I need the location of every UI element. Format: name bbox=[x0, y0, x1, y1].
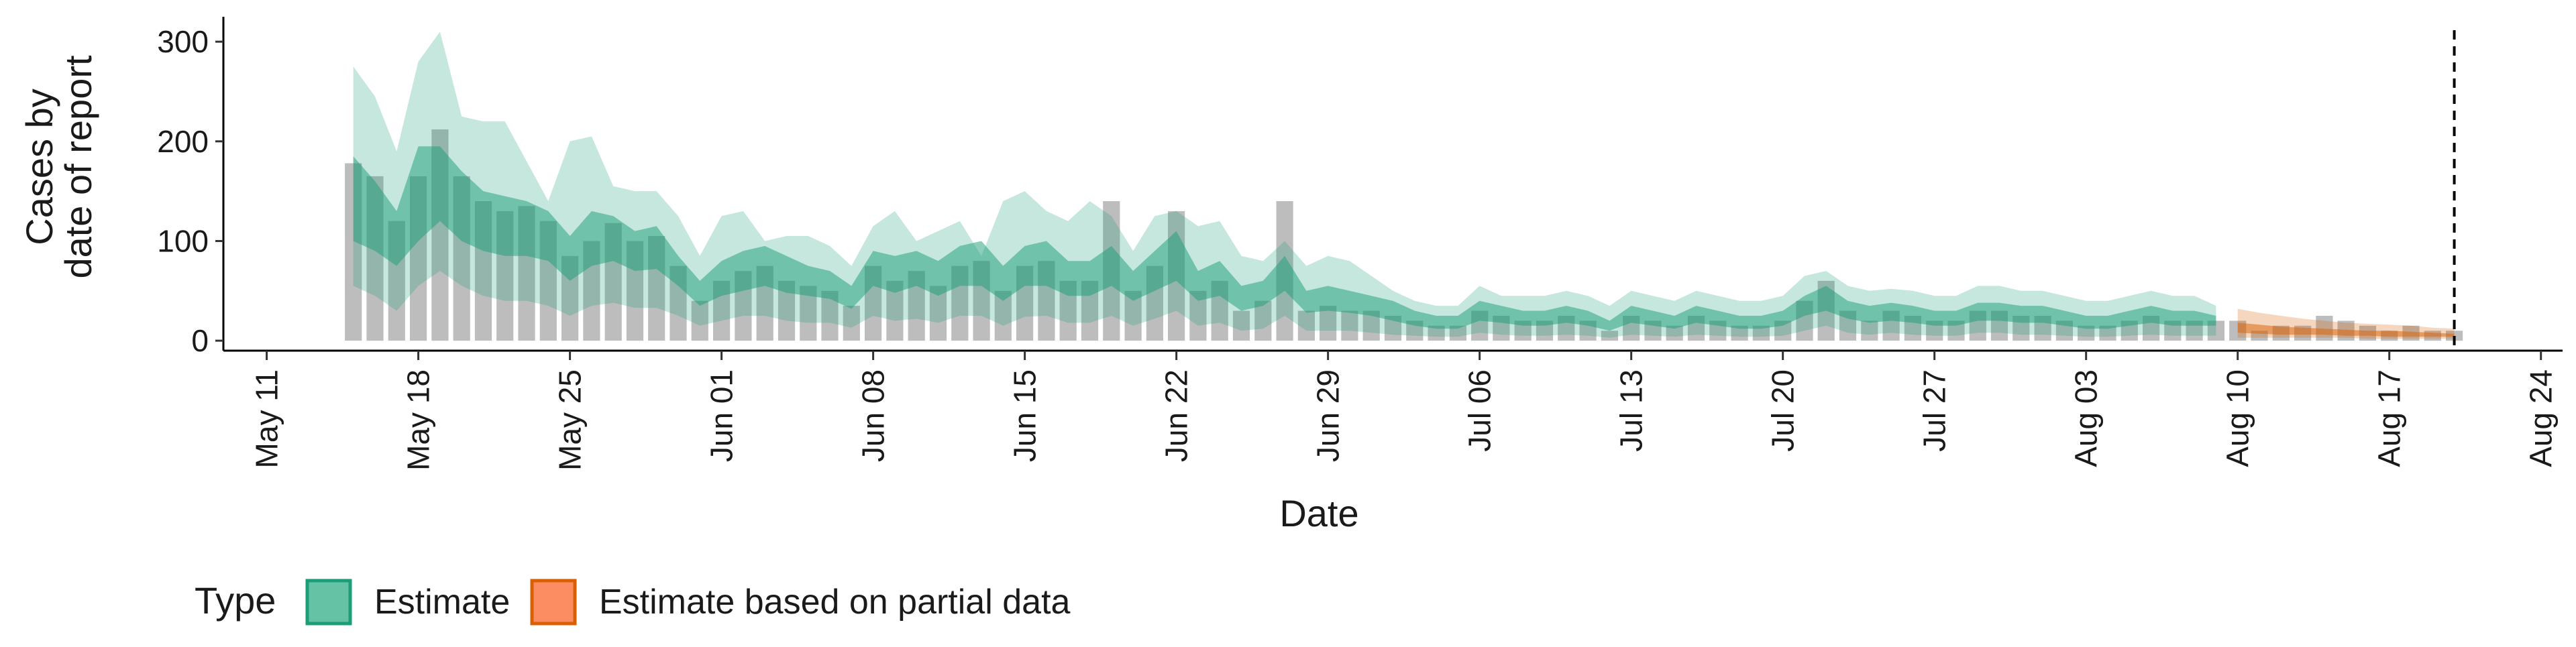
observed-bar bbox=[1320, 306, 1337, 341]
partial-ribbon-50 bbox=[2237, 322, 2455, 337]
observed-bar bbox=[1731, 325, 1748, 341]
observed-bar bbox=[1254, 300, 1272, 341]
x-tick-label: May 25 bbox=[553, 369, 588, 471]
estimate-ribbon-90 bbox=[353, 32, 2216, 338]
observed-bar bbox=[1341, 310, 1358, 341]
x-tick-label: May 11 bbox=[250, 369, 284, 468]
x-tick-label: Jul 06 bbox=[1462, 369, 1497, 452]
x-tick-label: Jun 08 bbox=[856, 369, 891, 462]
x-tick-label: Jul 27 bbox=[1917, 369, 1952, 452]
observed-bar bbox=[1752, 325, 1770, 341]
observed-bar bbox=[2316, 316, 2333, 341]
x-tick-label: Aug 10 bbox=[2220, 369, 2255, 467]
observed-bar bbox=[1297, 310, 1315, 341]
y-tick-label: 100 bbox=[157, 223, 209, 258]
y-tick-label: 0 bbox=[191, 323, 209, 358]
y-axis-title-line: Cases by bbox=[18, 89, 60, 245]
observed-bar bbox=[1449, 325, 1466, 341]
x-axis-title: Date bbox=[1279, 492, 1358, 534]
x-tick-label: Aug 03 bbox=[2069, 369, 2104, 467]
legend-label: Estimate based on partial data bbox=[599, 583, 1071, 622]
legend-key bbox=[305, 579, 352, 626]
x-tick-label: Jun 29 bbox=[1311, 369, 1346, 462]
legend-label: Estimate bbox=[374, 583, 510, 622]
x-tick-label: Jun 15 bbox=[1008, 369, 1042, 462]
legend-key bbox=[530, 579, 577, 626]
estimate-ribbon-50 bbox=[353, 146, 2216, 331]
legend: Type Estimate Estimate based on partial da… bbox=[195, 579, 1071, 626]
x-tick-label: May 18 bbox=[401, 369, 436, 471]
observed-bar bbox=[1861, 320, 1878, 341]
x-tick-label: Jun 01 bbox=[704, 369, 739, 462]
axes: 0 100 200 300 May 11 May 18 May 25 Jun 01 Jun 08… bbox=[157, 17, 2563, 471]
legend-title: Type bbox=[195, 579, 276, 622]
observed-bar bbox=[843, 306, 860, 341]
x-tick-label: Aug 24 bbox=[2524, 369, 2559, 467]
observed-bar bbox=[1428, 325, 1445, 341]
x-tick-label: Aug 17 bbox=[2372, 369, 2407, 467]
observed-bar bbox=[1666, 325, 1683, 341]
x-tick-label: Jul 20 bbox=[1766, 369, 1801, 452]
x-tick-label: Jul 13 bbox=[1614, 369, 1649, 452]
y-tick-label: 200 bbox=[157, 124, 209, 159]
observed-bar bbox=[2078, 325, 2095, 341]
observed-bar bbox=[2099, 325, 2116, 341]
estimate-ribbons bbox=[353, 32, 2455, 339]
x-tick-label: Jun 22 bbox=[1159, 369, 1194, 462]
observed-bar bbox=[691, 300, 708, 341]
y-tick-label: 300 bbox=[157, 24, 209, 59]
observed-bar bbox=[1601, 331, 1618, 341]
observed-bar bbox=[1232, 310, 1250, 341]
y-axis-title-line: date of report bbox=[57, 55, 99, 279]
